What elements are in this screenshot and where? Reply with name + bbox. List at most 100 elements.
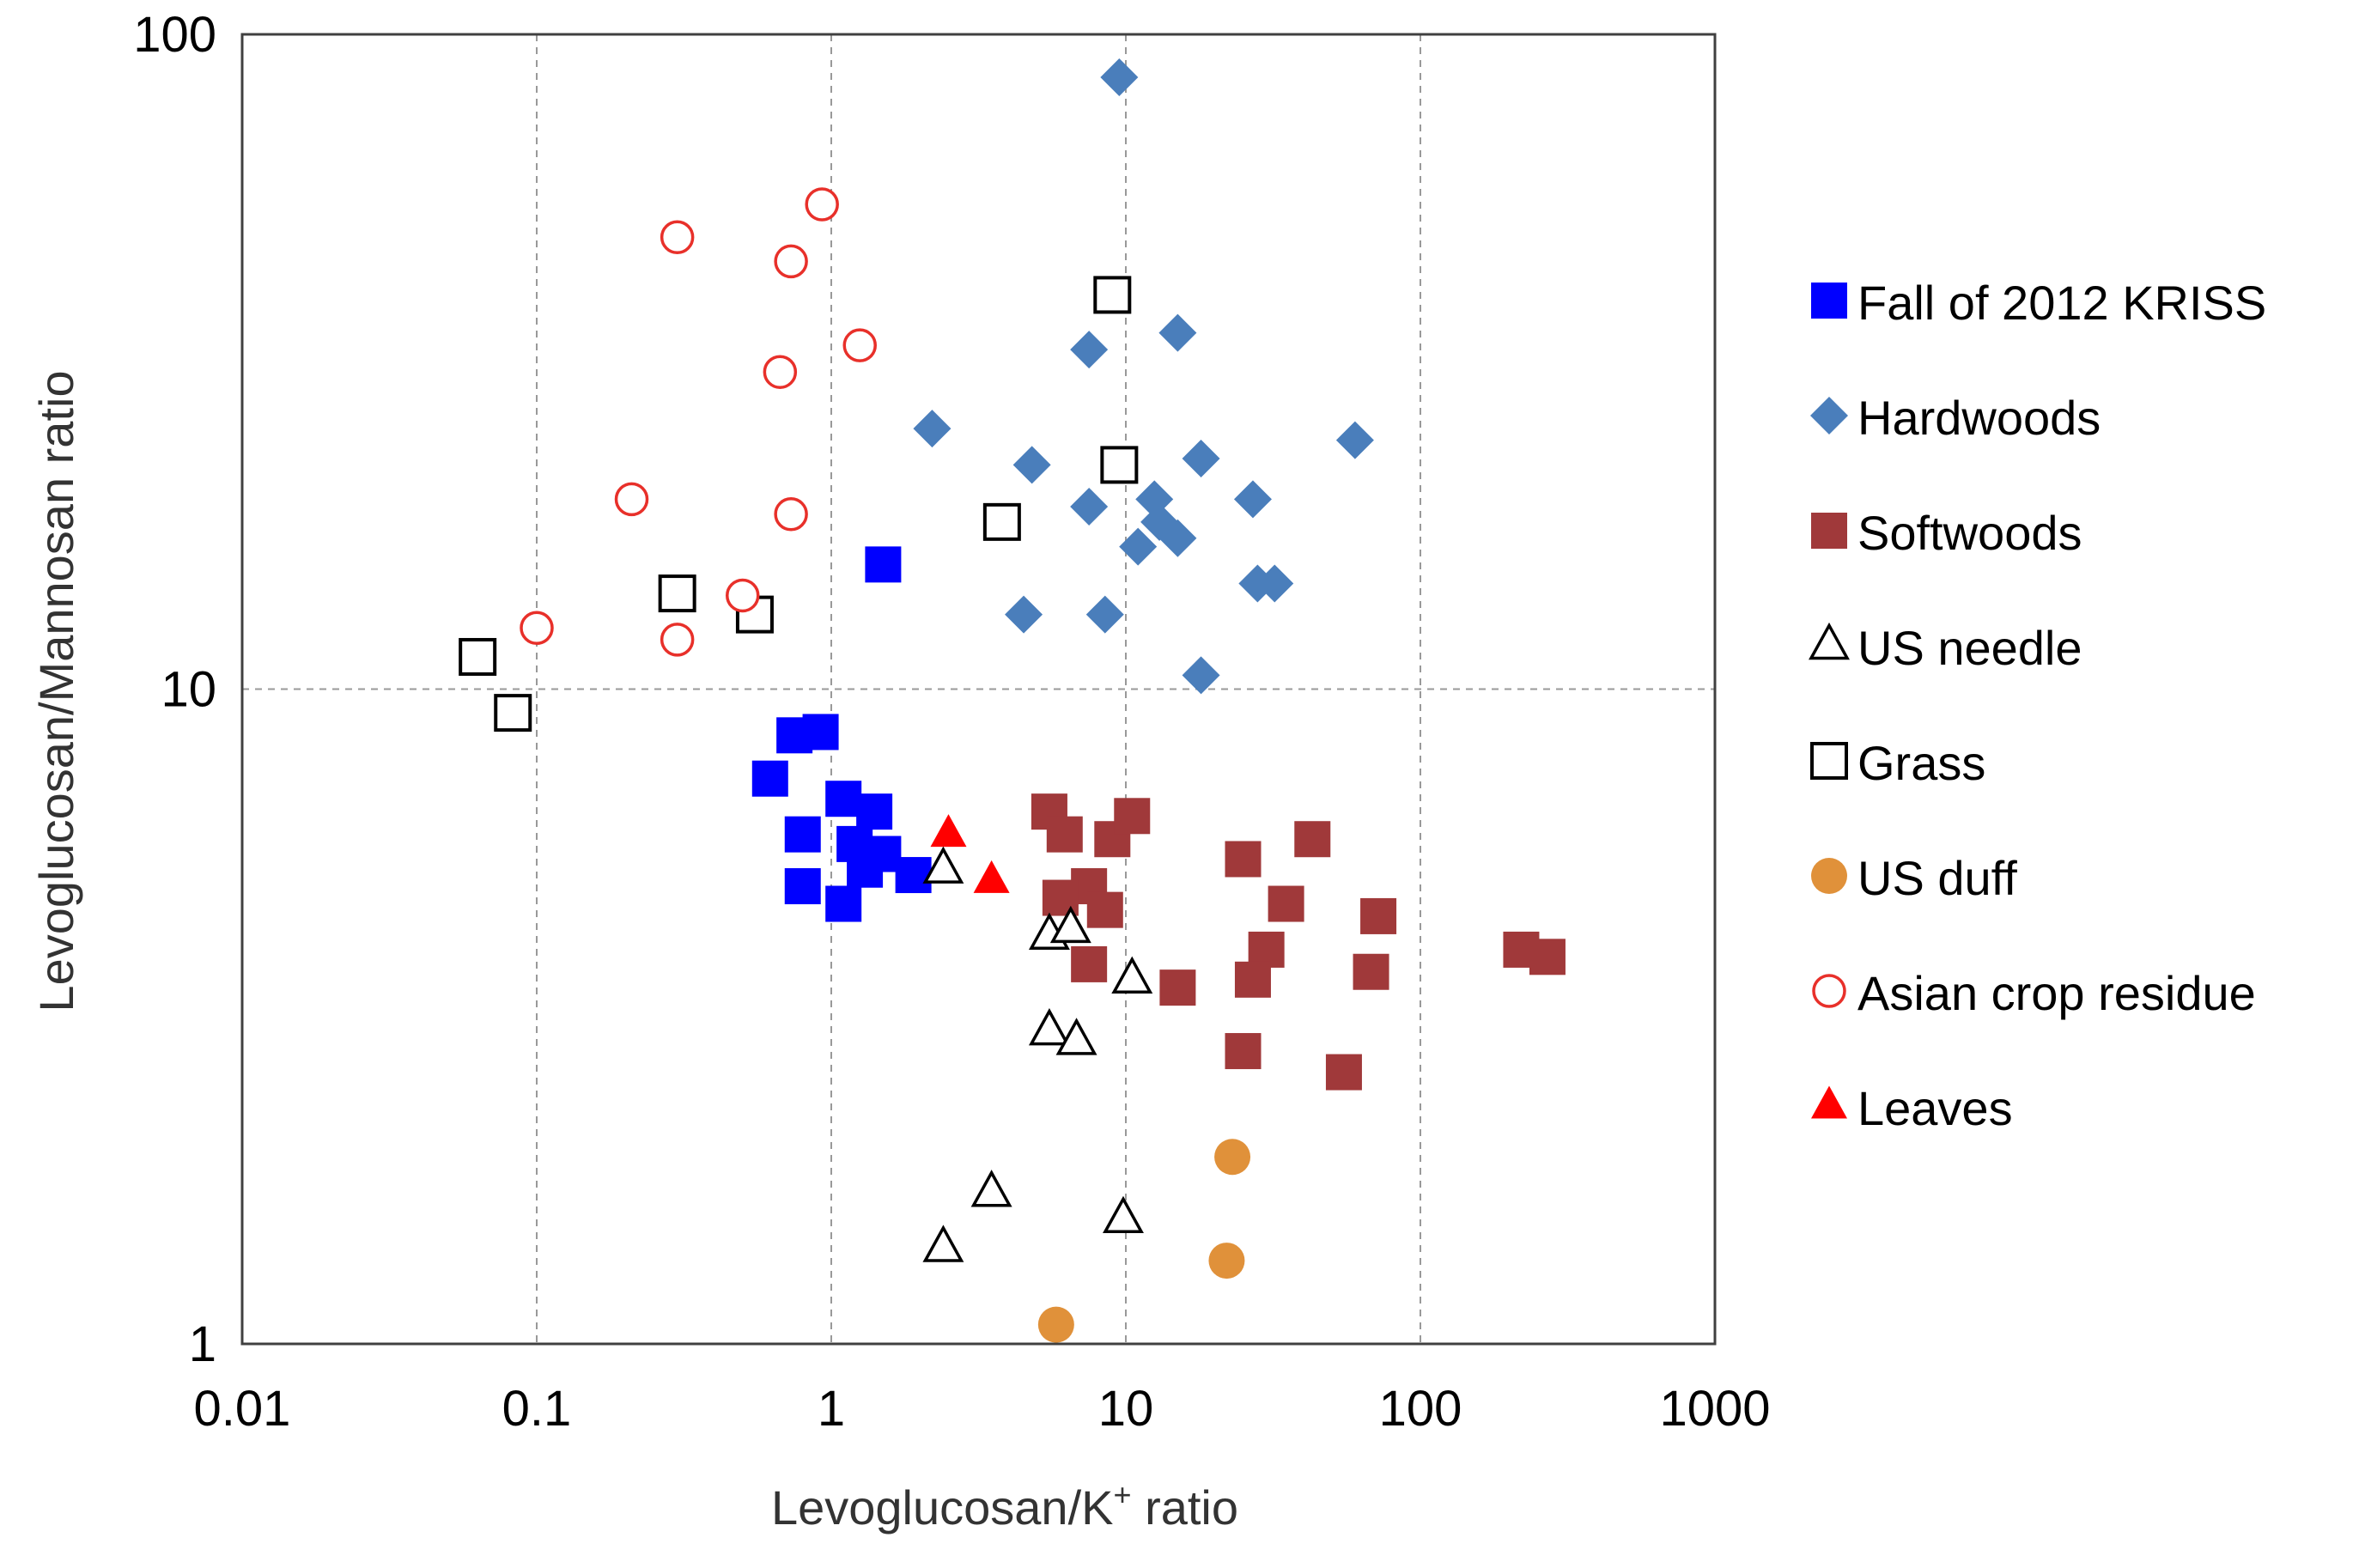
series-4-points — [459, 276, 1139, 732]
x-axis-title-suffix: ratio — [1132, 1480, 1239, 1535]
data-point — [1086, 891, 1123, 928]
data-point — [520, 611, 554, 646]
legend-marker — [1811, 858, 1847, 894]
legend-item: Asian crop residue — [1812, 966, 2256, 1020]
data-point — [1255, 564, 1294, 603]
data-point — [922, 846, 964, 884]
data-points — [459, 58, 1566, 1343]
data-point — [1028, 1008, 1070, 1046]
data-point — [1268, 885, 1304, 922]
data-point — [1208, 1243, 1245, 1279]
data-point — [1046, 816, 1083, 853]
data-point — [847, 851, 884, 888]
data-point — [1055, 1018, 1097, 1055]
x-tick-label: 0.1 — [502, 1381, 572, 1437]
data-point — [1103, 1195, 1144, 1234]
x-axis-title-main: Levoglucosan/K — [771, 1480, 1114, 1535]
data-point — [1353, 953, 1389, 990]
data-point — [1325, 1054, 1362, 1091]
x-tick-label: 1000 — [1659, 1381, 1770, 1437]
x-tick-label: 0.01 — [194, 1381, 291, 1437]
legend-label: Leaves — [1857, 1081, 2013, 1135]
data-point — [856, 793, 893, 830]
data-point — [1119, 527, 1158, 566]
data-point — [973, 860, 1010, 893]
series-0-points — [751, 546, 932, 922]
legend-marker — [1812, 974, 1846, 1008]
legend-label: Grass — [1857, 736, 1985, 790]
y-tick-labels: 1 10 100 — [133, 7, 216, 1372]
plot-frame — [240, 33, 1717, 1346]
data-point — [1182, 656, 1220, 695]
series-2-points — [1031, 793, 1566, 1091]
legend-marker — [1811, 283, 1847, 319]
data-point — [725, 578, 760, 613]
legend-item: Leaves — [1811, 1081, 2013, 1135]
data-point — [660, 220, 695, 254]
data-point — [614, 482, 649, 517]
data-point — [922, 1225, 964, 1262]
data-point — [1159, 969, 1196, 1006]
x-axis-title-superscript: + — [1113, 1477, 1131, 1512]
series-3-points — [922, 846, 1153, 1262]
data-point — [1085, 595, 1124, 634]
series-6-points — [520, 187, 877, 657]
legend-label: Fall of 2012 KRISS — [1857, 276, 2266, 330]
legend-label: Softwoods — [1857, 506, 2082, 560]
y-tick-label: 10 — [161, 662, 216, 718]
data-point — [658, 574, 696, 613]
x-axis-title: Levoglucosan/K+ ratio — [771, 1477, 1238, 1535]
data-point — [865, 546, 902, 583]
data-point — [982, 502, 1021, 541]
data-point — [1100, 58, 1139, 96]
series-7-points — [930, 814, 1010, 893]
data-point — [784, 868, 821, 905]
data-point — [774, 497, 808, 532]
data-point — [1225, 1033, 1262, 1070]
data-point — [1360, 897, 1397, 934]
y-axis-title: Levoglucosan/Mannosan ratio — [29, 370, 83, 1012]
legend-label: Hardwoods — [1857, 391, 2101, 445]
data-point — [825, 885, 862, 922]
data-point — [1114, 798, 1151, 835]
data-point — [1070, 487, 1109, 526]
data-point — [1225, 841, 1262, 878]
legend-item: Fall of 2012 KRISS — [1811, 276, 2266, 330]
legend-label: US duff — [1857, 851, 2017, 905]
legend-item: US needle — [1809, 621, 2082, 675]
legend-marker — [1810, 397, 1848, 435]
legend-item: US duff — [1811, 851, 2017, 905]
legend-marker — [1811, 513, 1847, 549]
x-tick-labels: 0.01 0.1 1 10 100 1000 — [194, 1381, 1771, 1437]
data-point — [1093, 276, 1132, 314]
legend: Fall of 2012 KRISS Hardwoods Softwoods US n… — [1809, 276, 2266, 1135]
data-point — [895, 857, 932, 894]
data-point — [825, 781, 862, 817]
data-point — [930, 814, 967, 848]
legend-item: Grass — [1810, 736, 1985, 790]
data-point — [913, 410, 952, 448]
data-point — [805, 187, 839, 222]
x-tick-label: 10 — [1098, 1381, 1154, 1437]
data-point — [1335, 421, 1374, 459]
data-point — [494, 694, 532, 732]
data-point — [1049, 905, 1091, 944]
legend-label: US needle — [1857, 621, 2082, 675]
series-5-points — [1037, 1139, 1251, 1343]
data-point — [1233, 480, 1272, 519]
x-tick-label: 1 — [818, 1381, 845, 1437]
data-point — [1294, 821, 1331, 858]
data-point — [459, 637, 497, 676]
legend-marker — [1809, 622, 1850, 660]
legend-item: Hardwoods — [1810, 391, 2101, 445]
data-point — [1111, 956, 1153, 994]
data-point — [1529, 939, 1566, 975]
data-point — [1100, 446, 1139, 484]
y-tick-label: 1 — [189, 1316, 216, 1372]
data-point — [1214, 1139, 1251, 1176]
y-tick-label: 100 — [133, 7, 216, 63]
data-point — [842, 328, 877, 362]
data-point — [1234, 961, 1271, 998]
legend-marker — [1811, 1085, 1847, 1119]
